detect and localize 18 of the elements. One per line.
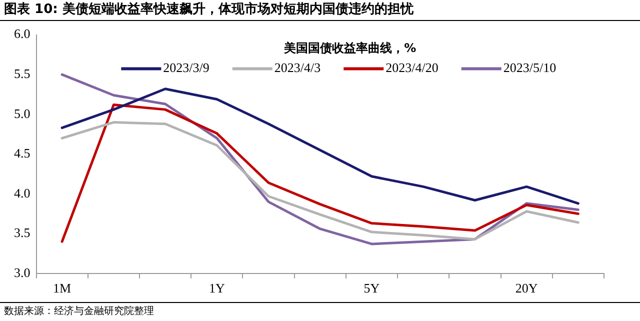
y-tick-label: 6.0 (14, 26, 30, 42)
y-tick-label: 4.0 (14, 185, 30, 200)
chart-title: 图表 10: 美债短端收益率快速飙升，体现市场对短期内国债违约的担忧 (0, 0, 640, 21)
source-note: 数据来源：经济与金融研究院整理 (0, 302, 640, 321)
x-tick-label: 1Y (208, 280, 226, 296)
x-tick-label: 20Y (515, 280, 538, 296)
y-tick-label: 4.5 (14, 146, 30, 161)
legend-title: 美国国债收益率曲线，% (283, 40, 416, 55)
legend-label: 2023/3/9 (163, 60, 210, 76)
y-tick-label: 5.5 (14, 66, 30, 81)
legend-label: 2023/5/10 (503, 60, 556, 76)
y-tick-label: 3.0 (14, 264, 30, 280)
x-tick-label: 1M (53, 280, 72, 296)
legend-label: 2023/4/20 (386, 60, 438, 76)
y-tick-label: 5.0 (14, 106, 30, 121)
y-tick-label: 3.5 (14, 225, 30, 240)
x-tick-label: 5Y (364, 280, 380, 296)
legend-label: 2023/4/3 (274, 60, 321, 76)
